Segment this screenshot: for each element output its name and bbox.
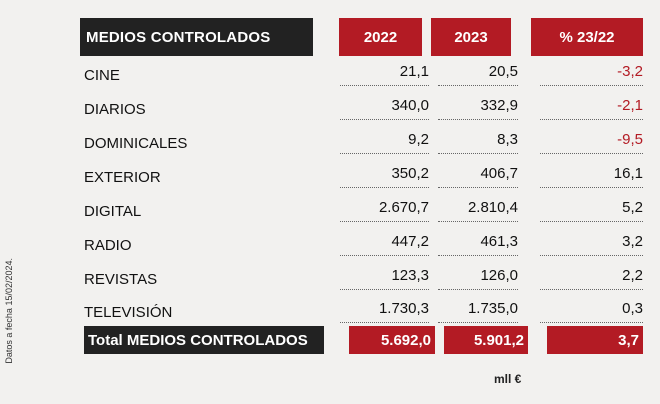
row-change: -3,2: [540, 58, 643, 86]
row-value-2022: 340,0: [340, 92, 429, 120]
row-name: DIGITAL: [84, 202, 142, 220]
row-change: -2,1: [540, 92, 643, 120]
table-row: RADIO 447,2 461,3 3,2: [0, 228, 660, 262]
row-name: CINE: [84, 66, 120, 84]
table-row: TELEVISIÓN 1.730,3 1.735,0 0,3: [0, 295, 660, 329]
row-value-2023: 8,3: [438, 126, 518, 154]
row-name: RADIO: [84, 236, 132, 254]
total-value-2023: 5.901,2: [444, 326, 528, 354]
row-value-2023: 332,9: [438, 92, 518, 120]
total-value-2022: 5.692,0: [349, 326, 435, 354]
row-value-2023: 126,0: [438, 262, 518, 290]
table-row: DOMINICALES 9,2 8,3 -9,5: [0, 126, 660, 160]
table-row: EXTERIOR 350,2 406,7 16,1: [0, 160, 660, 194]
row-value-2023: 1.735,0: [438, 295, 518, 323]
total-change: 3,7: [547, 326, 643, 354]
row-value-2023: 406,7: [438, 160, 518, 188]
header-change: % 23/22: [531, 18, 643, 56]
header-label: MEDIOS CONTROLADOS: [80, 18, 313, 56]
row-name: TELEVISIÓN: [84, 303, 173, 321]
table-row: REVISTAS 123,3 126,0 2,2: [0, 262, 660, 296]
total-label: Total MEDIOS CONTROLADOS: [84, 326, 324, 354]
row-value-2022: 1.730,3: [340, 295, 429, 323]
row-change: 5,2: [540, 194, 643, 222]
row-name: EXTERIOR: [84, 168, 161, 186]
row-value-2023: 20,5: [438, 58, 518, 86]
row-change: 2,2: [540, 262, 643, 290]
row-value-2022: 21,1: [340, 58, 429, 86]
row-value-2022: 9,2: [340, 126, 429, 154]
row-change: 16,1: [540, 160, 643, 188]
row-name: DIARIOS: [84, 100, 146, 118]
row-value-2022: 123,3: [340, 262, 429, 290]
row-name: DOMINICALES: [84, 134, 188, 152]
unit-label: mll €: [494, 372, 522, 386]
row-value-2023: 461,3: [438, 228, 518, 256]
table-row: CINE 21,1 20,5 -3,2: [0, 58, 660, 92]
row-value-2022: 350,2: [340, 160, 429, 188]
header-year-2023: 2023: [431, 18, 511, 56]
row-value-2022: 447,2: [340, 228, 429, 256]
row-change: -9,5: [540, 126, 643, 154]
row-name: REVISTAS: [84, 270, 158, 288]
row-change: 0,3: [540, 295, 643, 323]
header-year-2022: 2022: [339, 18, 422, 56]
table-row: DIGITAL 2.670,7 2.810,4 5,2: [0, 194, 660, 228]
table-row: DIARIOS 340,0 332,9 -2,1: [0, 92, 660, 126]
row-value-2022: 2.670,7: [340, 194, 429, 222]
row-change: 3,2: [540, 228, 643, 256]
row-value-2023: 2.810,4: [438, 194, 518, 222]
